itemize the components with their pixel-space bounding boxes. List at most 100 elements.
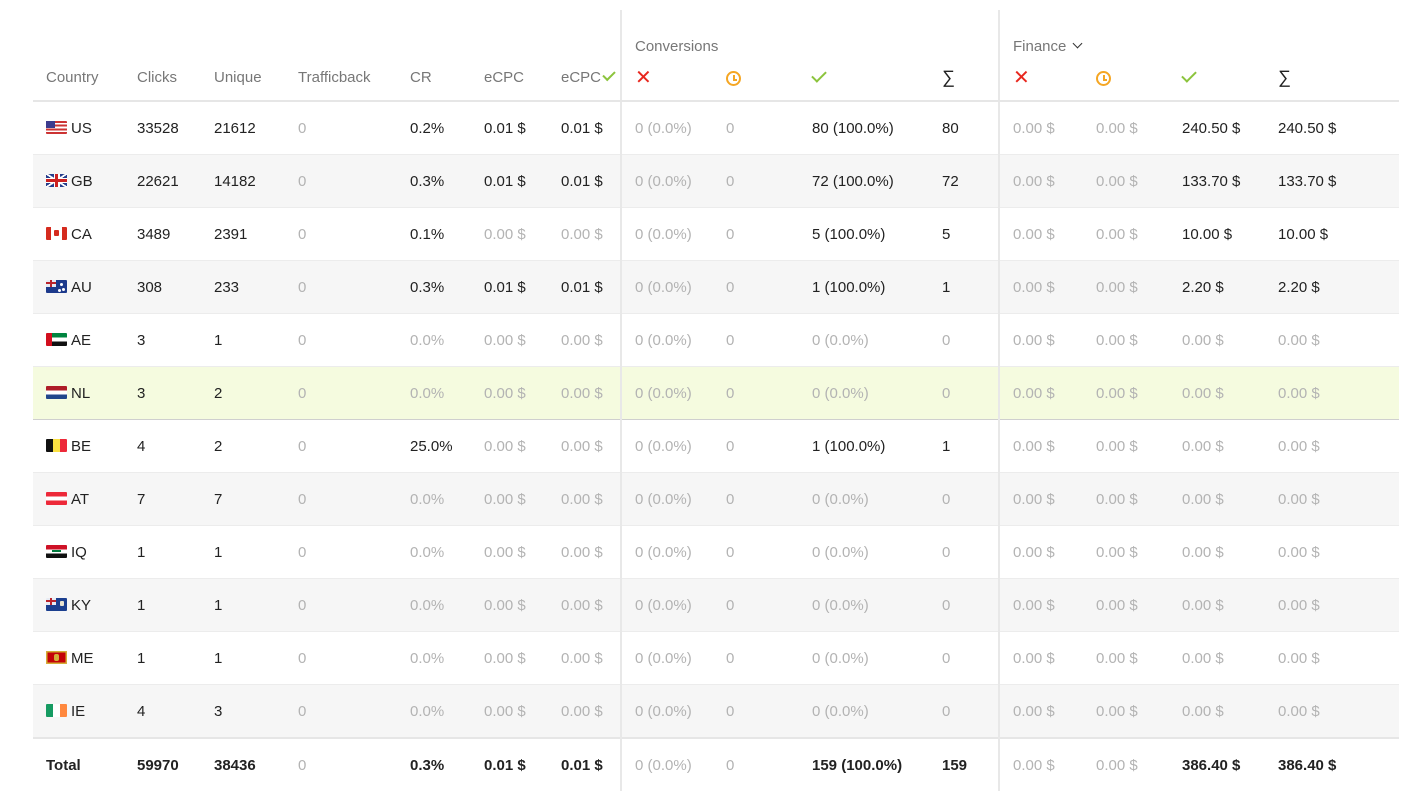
cell-fin-total: 0.00 $ bbox=[1265, 419, 1399, 473]
total-fin-total: 386.40 $ bbox=[1265, 737, 1399, 791]
table-row[interactable]: BE 4 2 0 25.0% 0.00 $0.00 $0 (0.0%) 0 1 (100.0%… bbox=[33, 419, 1399, 473]
cell-fin-declined: 0.00 $ bbox=[998, 207, 1083, 261]
col-conv-pending[interactable] bbox=[713, 55, 799, 102]
col-cr[interactable]: CR bbox=[397, 55, 471, 102]
flag-icon bbox=[46, 332, 67, 346]
col-conv-approved[interactable] bbox=[799, 55, 929, 102]
cell-clicks: 3489 bbox=[124, 207, 201, 261]
cell-unique: 7 bbox=[201, 472, 285, 526]
cell-conv-approved: 0 (0.0%) bbox=[799, 366, 929, 420]
table-row[interactable]: IQ 1 1 0 0.0% 0.00 $0.00 $0 (0.0%) 0 0 (0.0%) 0 0… bbox=[33, 525, 1399, 579]
cell-cr: 0.0% bbox=[397, 366, 471, 420]
col-conv-declined[interactable]: ✕ bbox=[620, 55, 713, 102]
col-fin-total[interactable]: ∑ bbox=[1265, 55, 1399, 102]
cell-trafficback: 0 bbox=[285, 207, 397, 261]
col-clicks[interactable]: Clicks bbox=[124, 55, 201, 102]
cell-clicks: 4 bbox=[124, 684, 201, 739]
total-fin-declined: 0.00 $ bbox=[998, 737, 1083, 791]
cell-cr: 0.3% bbox=[397, 154, 471, 208]
cell-conv-approved: 0 (0.0%) bbox=[799, 684, 929, 739]
cell-clicks: 33528 bbox=[124, 101, 201, 155]
cell-conv-approved: 72 (100.0%) bbox=[799, 154, 929, 208]
table-row[interactable]: GB 22621 14182 0 0.3% 0.01 $0.01 $0 (0.0%) 0 72… bbox=[33, 154, 1399, 208]
cell-cr: 0.0% bbox=[397, 472, 471, 526]
cell-fin-declined: 0.00 $ bbox=[998, 631, 1083, 685]
total-fin-pending: 0.00 $ bbox=[1083, 737, 1169, 791]
cell-conv-total: 0 bbox=[929, 631, 999, 685]
cell-ecpc: 0.00 $ bbox=[471, 419, 548, 473]
col-country[interactable]: Country bbox=[33, 55, 124, 102]
table-body: US 33528 21612 0 0.2% 0.01 $0.01 $0 (0.0%) 0 80… bbox=[33, 101, 1399, 739]
chevron-down-icon[interactable] bbox=[1072, 38, 1083, 49]
table-row[interactable]: IE 4 3 0 0.0% 0.00 $0.00 $0 (0.0%) 0 0 (0.0%) 0 0… bbox=[33, 684, 1399, 739]
flag-icon bbox=[46, 650, 67, 664]
table-row[interactable]: AU 308 233 0 0.3% 0.01 $0.01 $0 (0.0%) 0 1 (100… bbox=[33, 260, 1399, 314]
cell-fin-pending: 0.00 $ bbox=[1083, 472, 1169, 526]
cell-fin-approved: 240.50 $ bbox=[1169, 101, 1265, 155]
total-conv-declined: 0 (0.0%) bbox=[620, 737, 713, 791]
cell-ecpc: 0.00 $ bbox=[471, 366, 548, 420]
flag-icon bbox=[46, 438, 67, 452]
cell-country: ME bbox=[33, 631, 124, 685]
cell-fin-pending: 0.00 $ bbox=[1083, 578, 1169, 632]
cell-trafficback: 0 bbox=[285, 419, 397, 473]
table-row[interactable]: AE 3 1 0 0.0% 0.00 $0.00 $0 (0.0%) 0 0 (0.0%) 0 0… bbox=[33, 313, 1399, 367]
cell-conv-pending: 0 bbox=[713, 525, 799, 579]
table-row[interactable]: NL 3 2 0 0.0% 0.00 $0.00 $0 (0.0%) 0 0 (0.0%) 0 0… bbox=[33, 366, 1399, 420]
cell-conv-declined: 0 (0.0%) bbox=[620, 631, 713, 685]
cell-ecpc-confirmed: 0.00 $ bbox=[548, 313, 621, 367]
cell-fin-approved: 0.00 $ bbox=[1169, 472, 1265, 526]
cell-ecpc-confirmed: 0.00 $ bbox=[548, 472, 621, 526]
cell-conv-total: 0 bbox=[929, 366, 999, 420]
col-fin-pending[interactable] bbox=[1083, 55, 1169, 102]
cell-unique: 2 bbox=[201, 366, 285, 420]
flag-icon bbox=[46, 491, 67, 505]
cell-conv-declined: 0 (0.0%) bbox=[620, 260, 713, 314]
cell-trafficback: 0 bbox=[285, 472, 397, 526]
total-ecpc: 0.01 $ bbox=[471, 737, 548, 791]
col-ecpc[interactable]: eCPC bbox=[471, 55, 548, 102]
cell-conv-declined: 0 (0.0%) bbox=[620, 154, 713, 208]
cell-unique: 1 bbox=[201, 313, 285, 367]
col-ecpc-confirmed-label: eCPC bbox=[561, 69, 602, 86]
cell-country: US bbox=[33, 101, 124, 155]
country-code: AT bbox=[71, 490, 90, 508]
col-ecpc-confirmed[interactable]: eCPC bbox=[548, 55, 621, 102]
finance-group-header[interactable]: Finance bbox=[998, 10, 1399, 55]
cell-conv-approved: 1 (100.0%) bbox=[799, 419, 929, 473]
table-row[interactable]: ME 1 1 0 0.0% 0.00 $0.00 $0 (0.0%) 0 0 (0.0%) 0 0… bbox=[33, 631, 1399, 685]
col-fin-approved[interactable] bbox=[1169, 55, 1265, 102]
table-row[interactable]: CA 3489 2391 0 0.1% 0.00 $0.00 $0 (0.0%) 0 5 (1… bbox=[33, 207, 1399, 261]
cell-ecpc: 0.00 $ bbox=[471, 631, 548, 685]
cell-fin-declined: 0.00 $ bbox=[998, 313, 1083, 367]
cell-conv-pending: 0 bbox=[713, 684, 799, 739]
cell-clicks: 3 bbox=[124, 313, 201, 367]
total-trafficback: 0 bbox=[285, 737, 397, 791]
group-header-row: Conversions Finance bbox=[33, 10, 1399, 55]
cell-fin-total: 2.20 $ bbox=[1265, 260, 1399, 314]
cell-fin-approved: 0.00 $ bbox=[1169, 684, 1265, 739]
table-row[interactable]: AT 7 7 0 0.0% 0.00 $0.00 $0 (0.0%) 0 0 (0.0%) 0 0… bbox=[33, 472, 1399, 526]
table-row[interactable]: KY 1 1 0 0.0% 0.00 $0.00 $0 (0.0%) 0 0 (0.0%) 0 0… bbox=[33, 578, 1399, 632]
cell-fin-approved: 0.00 $ bbox=[1169, 366, 1265, 420]
check-icon bbox=[602, 67, 616, 82]
cell-fin-approved: 2.20 $ bbox=[1169, 260, 1265, 314]
cell-trafficback: 0 bbox=[285, 101, 397, 155]
cell-fin-approved: 10.00 $ bbox=[1169, 207, 1265, 261]
cell-ecpc: 0.00 $ bbox=[471, 472, 548, 526]
col-fin-declined[interactable]: ✕ bbox=[998, 55, 1083, 102]
cell-fin-pending: 0.00 $ bbox=[1083, 154, 1169, 208]
col-conv-total[interactable]: ∑ bbox=[929, 55, 999, 102]
cell-conv-pending: 0 bbox=[713, 631, 799, 685]
column-header-row: Country Clicks Unique Trafficback CR eCP… bbox=[33, 55, 1399, 102]
cell-trafficback: 0 bbox=[285, 525, 397, 579]
col-unique[interactable]: Unique bbox=[201, 55, 285, 102]
cell-cr: 0.0% bbox=[397, 578, 471, 632]
x-icon: ✕ bbox=[1013, 66, 1030, 89]
table-row[interactable]: US 33528 21612 0 0.2% 0.01 $0.01 $0 (0.0%) 0 80… bbox=[33, 101, 1399, 155]
col-trafficback[interactable]: Trafficback bbox=[285, 55, 397, 102]
cell-clicks: 3 bbox=[124, 366, 201, 420]
cell-ecpc: 0.01 $ bbox=[471, 101, 548, 155]
cell-clicks: 308 bbox=[124, 260, 201, 314]
